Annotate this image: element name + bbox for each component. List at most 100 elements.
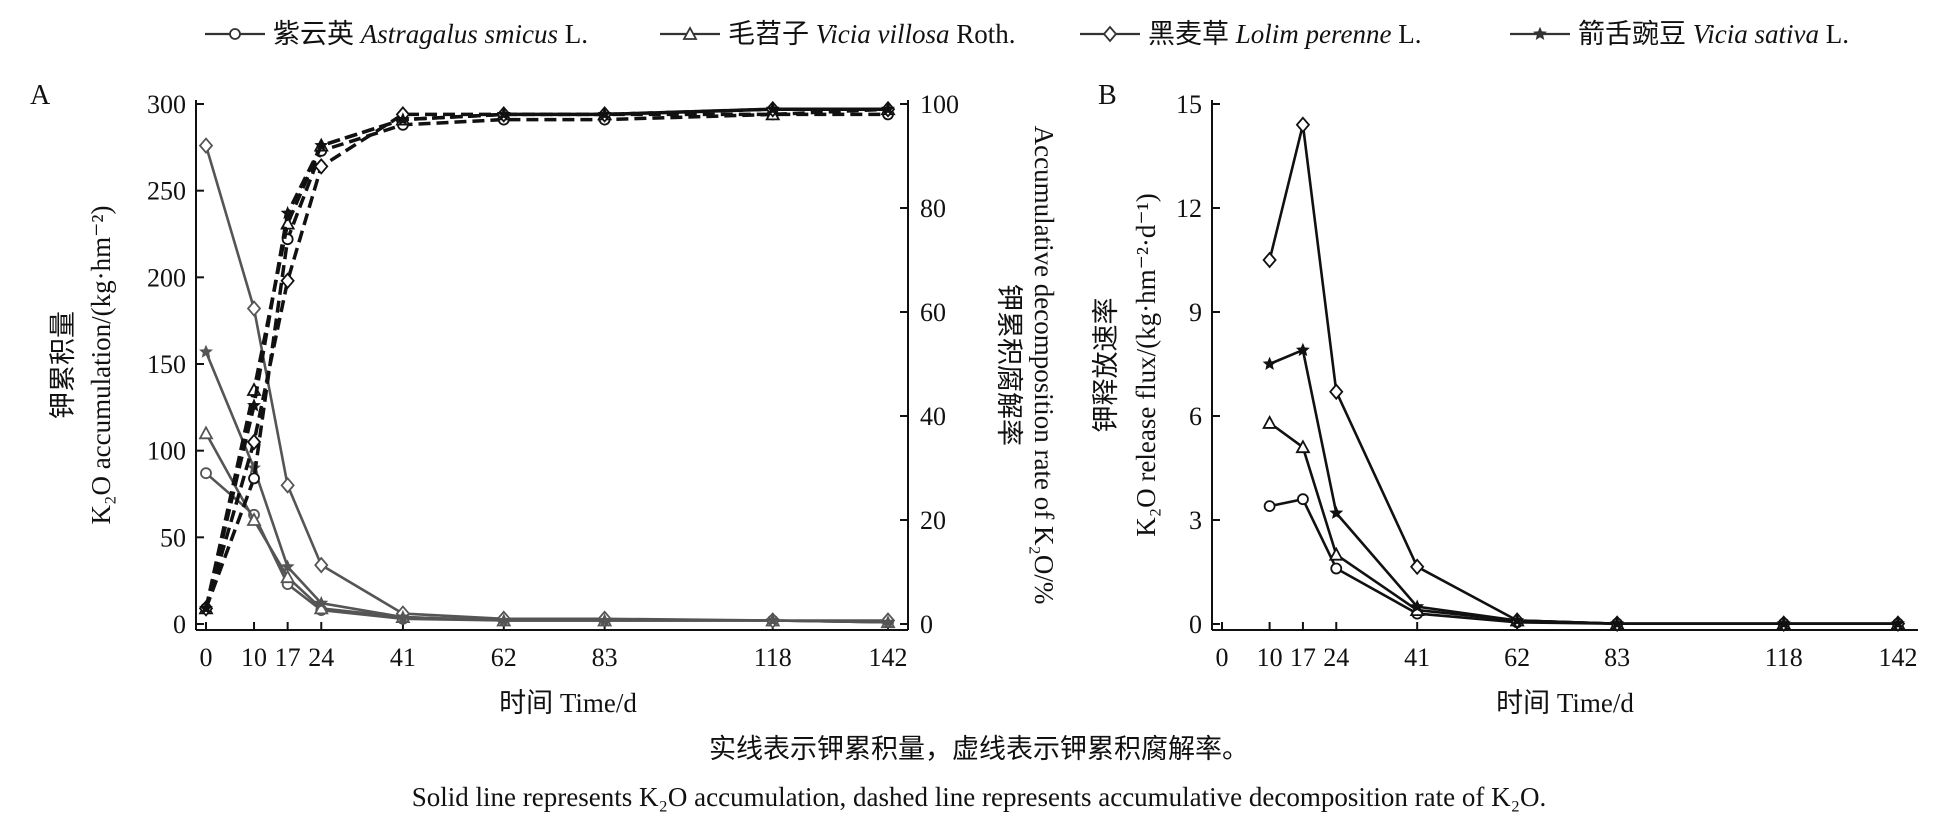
caption-zh: 实线表示钾累积量，虚线表示钾累积腐解率。 <box>709 734 1249 764</box>
y2-tick-label: 20 <box>920 506 946 535</box>
panel-a-xlabel: 时间 Time/d <box>499 688 637 718</box>
y2-tick-label: 0 <box>920 610 933 639</box>
y-tick-label: 0 <box>173 610 186 639</box>
panel-b-series-triangle-solid <box>1262 415 1906 630</box>
y-tick-label: 6 <box>1189 402 1202 431</box>
y-tick-label: 250 <box>147 177 186 206</box>
series-line <box>1269 497 1898 626</box>
data-point <box>1262 415 1278 429</box>
legend-zh: 紫云英 <box>273 19 361 49</box>
panel-a-series-circle-solid <box>200 467 894 629</box>
data-point <box>1328 546 1344 561</box>
panel-a-ylabel-zh: 钾累积量 <box>48 311 78 419</box>
panel-a-series-diamond-solid <box>198 137 896 629</box>
legend: 紫云英 Astragalus smicus L. 毛苕子 Vicia villos… <box>205 19 1849 49</box>
legend-zh: 毛苕子 <box>728 19 816 49</box>
legend-marker-circle-icon <box>229 28 241 40</box>
legend-latin: Astragalus smicus <box>359 19 565 49</box>
series-line <box>204 351 889 624</box>
panel-a-series-star-solid <box>199 344 895 629</box>
data-point <box>1776 616 1791 630</box>
data-point <box>246 300 262 317</box>
panel-b-ylabel-en: K₂O release flux/(kg·hm⁻²·d⁻¹) <box>1131 193 1161 537</box>
data-point <box>280 559 295 573</box>
x-tick-label: 142 <box>869 643 908 672</box>
panel-b-series-diamond-solid <box>1262 116 1906 633</box>
data-point <box>1295 116 1311 134</box>
legend-marker-star-icon <box>1533 26 1547 40</box>
data-point <box>1329 383 1344 401</box>
data-point <box>765 613 780 627</box>
data-point <box>246 433 262 451</box>
x-tick-label: 62 <box>1504 643 1530 672</box>
data-point <box>1295 342 1310 357</box>
y-tick-label: 150 <box>147 350 186 379</box>
x-tick-label: 62 <box>491 643 517 672</box>
data-point <box>1409 558 1425 576</box>
series-line <box>204 107 888 609</box>
panel-b-xlabel: 时间 Time/d <box>1496 688 1634 718</box>
legend-label: 黑麦草 Lolim perenne L. <box>1148 19 1421 49</box>
data-point <box>1329 505 1344 519</box>
panel-b-letter: B <box>1098 80 1117 111</box>
panel-a-series <box>198 100 896 629</box>
data-point <box>395 609 410 623</box>
panel-a-ticks: 0 10 17 24 41 62 83 118 142 0 50 100 150 200 250 300 0 20… <box>147 90 959 672</box>
legend-label: 箭舌豌豆 Vicia sativa L. <box>1578 19 1849 49</box>
data-point <box>496 613 511 627</box>
y2-tick-label: 60 <box>920 298 946 327</box>
x-tick-label: 24 <box>308 643 334 672</box>
y-tick-label: 100 <box>147 437 186 466</box>
series-line <box>1268 124 1898 626</box>
data-point <box>280 569 296 584</box>
panel-b-ylabel-zh: 钾释放速率 <box>1091 298 1121 433</box>
data-point <box>1610 616 1625 630</box>
y2-tick-label: 80 <box>920 194 946 223</box>
legend-author: Roth. <box>956 19 1015 49</box>
data-point <box>314 556 329 574</box>
x-tick-label: 0 <box>1216 643 1229 672</box>
data-point <box>1262 251 1277 269</box>
data-point <box>248 472 260 485</box>
data-point <box>314 595 329 610</box>
series-line <box>205 472 889 624</box>
legend-item-circle: 紫云英 Astragalus smicus L. <box>205 19 588 49</box>
data-point <box>198 137 214 154</box>
data-point <box>597 613 612 627</box>
legend-item-diamond: 黑麦草 Lolim perenne L. <box>1080 19 1421 49</box>
data-point <box>280 476 295 494</box>
legend-item-triangle: 毛苕子 Vicia villosa Roth. <box>660 19 1016 49</box>
legend-marker-triangle-icon <box>682 26 698 40</box>
data-point <box>247 398 261 412</box>
x-tick-label: 10 <box>1257 643 1283 672</box>
y-tick-label: 50 <box>160 523 186 552</box>
legend-latin: Lolim perenne <box>1235 19 1398 49</box>
series-line <box>204 145 888 622</box>
x-tick-label: 118 <box>754 643 792 672</box>
legend-zh: 箭舌豌豆 <box>1578 19 1693 49</box>
data-point <box>1263 500 1276 513</box>
data-point <box>1297 493 1309 506</box>
panel-a-y2label-en: Accumulative decomposition rate of K₂O/% <box>1029 126 1059 605</box>
data-point <box>200 467 212 480</box>
x-tick-label: 83 <box>592 643 618 672</box>
x-tick-label: 0 <box>200 643 213 672</box>
panel-b: 0 10 17 24 41 62 83 118 142 0 3 6 9 12 15 时间 Time/d 钾释… <box>1091 90 1918 718</box>
data-point <box>1891 616 1905 630</box>
panel-a-letter: A <box>30 80 51 111</box>
data-point <box>314 138 329 152</box>
panel-b-series-star-solid <box>1262 342 1905 630</box>
data-point <box>597 107 612 121</box>
x-tick-label: 24 <box>1323 643 1349 672</box>
y-tick-label: 200 <box>147 263 186 292</box>
panel-b-ticks: 0 10 17 24 41 62 83 118 142 0 3 6 9 12 15 <box>1176 90 1918 672</box>
x-tick-label: 118 <box>1765 643 1803 672</box>
data-point <box>881 615 895 629</box>
legend-zh: 黑麦草 <box>1148 19 1236 49</box>
y-tick-label: 15 <box>1176 90 1202 119</box>
data-point <box>280 215 296 230</box>
y-tick-label: 0 <box>1189 610 1202 639</box>
y2-tick-label: 40 <box>920 402 946 431</box>
